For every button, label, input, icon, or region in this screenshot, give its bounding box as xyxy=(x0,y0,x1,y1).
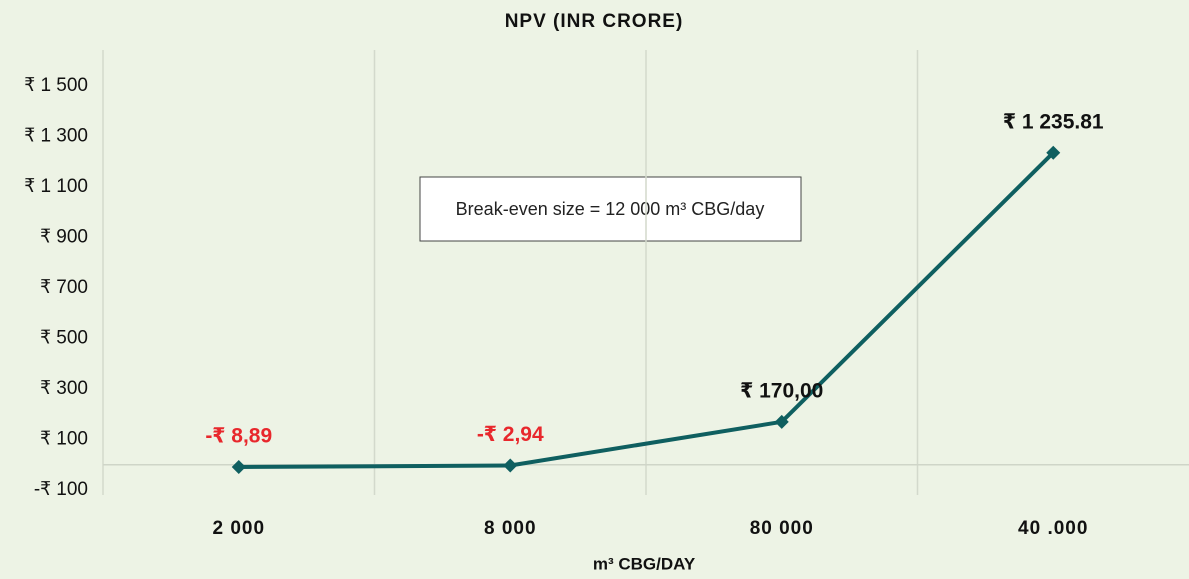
y-tick-label: ₹ 100 xyxy=(40,429,88,450)
y-tick-label: ₹ 500 xyxy=(40,328,88,349)
data-label: -₹ 8,89 xyxy=(205,425,272,448)
annotation-box xyxy=(419,176,802,242)
x-tick-label: 2 000 xyxy=(212,518,265,539)
y-tick-label: ₹ 700 xyxy=(40,277,88,298)
chart-title: NPV (INR CRORE) xyxy=(505,11,684,32)
x-axis-title: m³ CBG/DAY xyxy=(593,554,696,573)
data-label: ₹ 1 235.81 xyxy=(1003,110,1104,133)
y-tick-label: ₹ 1 300 xyxy=(24,126,88,147)
x-tick-label: 40 .000 xyxy=(1018,518,1088,539)
marker xyxy=(774,414,789,429)
data-label: ₹ 170,00 xyxy=(740,379,823,402)
marker xyxy=(503,458,518,473)
y-tick-label: ₹ 900 xyxy=(40,227,88,248)
y-tick-label: -₹ 100 xyxy=(34,479,88,500)
data-label: -₹ 2,94 xyxy=(477,423,544,446)
x-tick-label: 80 000 xyxy=(750,518,814,539)
y-tick-label: ₹ 1 500 xyxy=(24,75,88,96)
annotation: Break-even size = 12 000 m³ CBG/day xyxy=(456,199,765,219)
y-tick-label: ₹ 300 xyxy=(40,378,88,399)
marker xyxy=(231,459,246,474)
y-tick-label: ₹ 1 100 xyxy=(24,176,88,197)
line xyxy=(238,151,1055,469)
x-tick-label: 8 000 xyxy=(484,518,537,539)
marker xyxy=(1046,145,1061,160)
